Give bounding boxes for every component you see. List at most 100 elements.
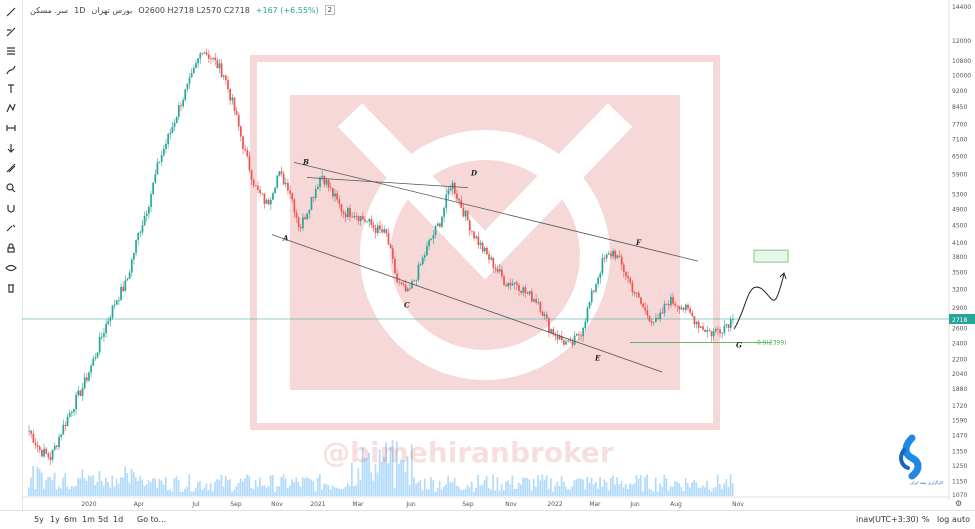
volume-bar xyxy=(94,485,97,496)
volume-bar xyxy=(42,488,45,496)
candle-body xyxy=(284,182,287,185)
goto-button[interactable]: Go to... xyxy=(137,515,167,524)
volume-bar xyxy=(280,477,283,496)
timezone-button[interactable]: (UTC+3:30) xyxy=(872,515,919,524)
period-button-5d[interactable]: 5d xyxy=(98,515,109,524)
volume-bar xyxy=(51,479,54,496)
candle-body xyxy=(43,448,45,457)
volume-bar xyxy=(385,442,387,496)
lock-draw-icon[interactable] xyxy=(0,220,22,236)
volume-bar xyxy=(184,488,186,496)
measure-icon[interactable] xyxy=(0,120,22,136)
volume-bar xyxy=(443,486,445,496)
auto-toggle[interactable]: auto xyxy=(952,515,971,524)
volume-bar xyxy=(331,485,334,496)
volume-bar xyxy=(710,491,713,496)
candle-body xyxy=(687,304,689,309)
candle-body xyxy=(432,235,435,239)
candle-body xyxy=(498,269,501,272)
candle-body xyxy=(578,334,580,336)
period-button-1d[interactable]: 1d xyxy=(113,515,124,524)
candle-body xyxy=(593,290,595,292)
percent-toggle[interactable]: % xyxy=(922,515,930,524)
volume-bar xyxy=(447,475,450,496)
crosshair-icon[interactable] xyxy=(0,4,22,20)
candle-body xyxy=(173,122,176,127)
candle-body xyxy=(610,253,612,257)
candle-body xyxy=(714,328,717,331)
candle-body xyxy=(107,320,110,324)
candle-body xyxy=(71,411,73,414)
trend-line-icon[interactable] xyxy=(0,24,22,40)
trash-icon[interactable] xyxy=(0,280,22,296)
candle-body xyxy=(503,276,505,286)
candle-body xyxy=(560,335,563,341)
pattern-icon[interactable] xyxy=(0,100,22,116)
candle-body xyxy=(451,182,454,189)
candle-body xyxy=(167,134,169,145)
arrow-icon[interactable] xyxy=(0,140,22,156)
volume-bar xyxy=(686,483,689,496)
magnet-icon[interactable] xyxy=(0,200,22,216)
candle-body xyxy=(558,335,561,340)
y-tick-label: 1880 xyxy=(952,386,967,393)
volume-bar xyxy=(530,490,533,496)
candle-body xyxy=(98,336,101,353)
candle-body xyxy=(460,200,463,209)
period-button-5y[interactable]: 5y xyxy=(34,515,44,524)
indicator-count-badge[interactable]: 2 xyxy=(324,5,336,15)
candle-body xyxy=(413,280,416,282)
y-tick-label: 2600 xyxy=(952,325,967,332)
brush-icon[interactable] xyxy=(0,62,22,78)
volume-bar xyxy=(597,488,599,496)
volume-bar xyxy=(381,462,383,496)
lock-icon[interactable] xyxy=(0,240,22,256)
candle-body xyxy=(537,302,540,304)
candle-body xyxy=(141,225,144,233)
price-chart[interactable]: 14400 12000 10800 10000 9200 8450 7700 7100 6500… xyxy=(22,0,975,510)
fib-icon[interactable] xyxy=(0,43,22,59)
candle-body xyxy=(133,252,135,260)
candle-body xyxy=(518,285,520,291)
text-icon[interactable] xyxy=(0,81,22,97)
volume-bar xyxy=(308,478,310,496)
candle-body xyxy=(120,286,122,300)
watermark-logo xyxy=(250,55,720,430)
candle-body xyxy=(351,216,353,218)
volume-bar xyxy=(569,489,571,496)
period-button-1y[interactable]: 1y xyxy=(50,515,60,524)
volume-bar xyxy=(289,485,291,496)
log-toggle[interactable]: log xyxy=(937,515,950,524)
candle-body xyxy=(85,377,88,381)
ohlc-values: O2600 H2718 L2570 C2718 xyxy=(138,5,250,15)
period-button-6m[interactable]: 6m xyxy=(64,515,77,524)
volume-bar xyxy=(226,480,229,496)
candle-body xyxy=(321,175,324,178)
zoom-icon[interactable] xyxy=(0,180,22,196)
ruler-icon[interactable] xyxy=(0,160,22,176)
candle-body xyxy=(535,299,537,303)
candle-body xyxy=(325,179,328,185)
symbol-name[interactable]: سر. مسکن xyxy=(30,5,69,15)
y-tick-label: 1150 xyxy=(952,478,967,485)
volume-bar xyxy=(77,478,79,496)
candle-body xyxy=(575,334,578,336)
period-button-1m[interactable]: 1m xyxy=(82,515,95,524)
candle-body xyxy=(92,358,95,366)
candle-body xyxy=(214,57,217,61)
candle-body xyxy=(272,193,274,200)
interval-label[interactable]: 1D xyxy=(74,5,86,15)
eye-icon[interactable] xyxy=(0,260,22,276)
candle-body xyxy=(269,199,272,205)
candle-body xyxy=(657,317,659,319)
candle-body xyxy=(507,282,510,287)
candle-body xyxy=(670,296,672,306)
volume-bar xyxy=(659,483,661,496)
volume-bar xyxy=(627,488,629,496)
volume-bar xyxy=(395,441,398,496)
candle-body xyxy=(426,245,428,256)
x-tick-label: Nov xyxy=(505,501,517,508)
candle-body xyxy=(599,273,602,278)
volume-bar xyxy=(413,477,415,496)
volume-bar xyxy=(374,464,377,496)
